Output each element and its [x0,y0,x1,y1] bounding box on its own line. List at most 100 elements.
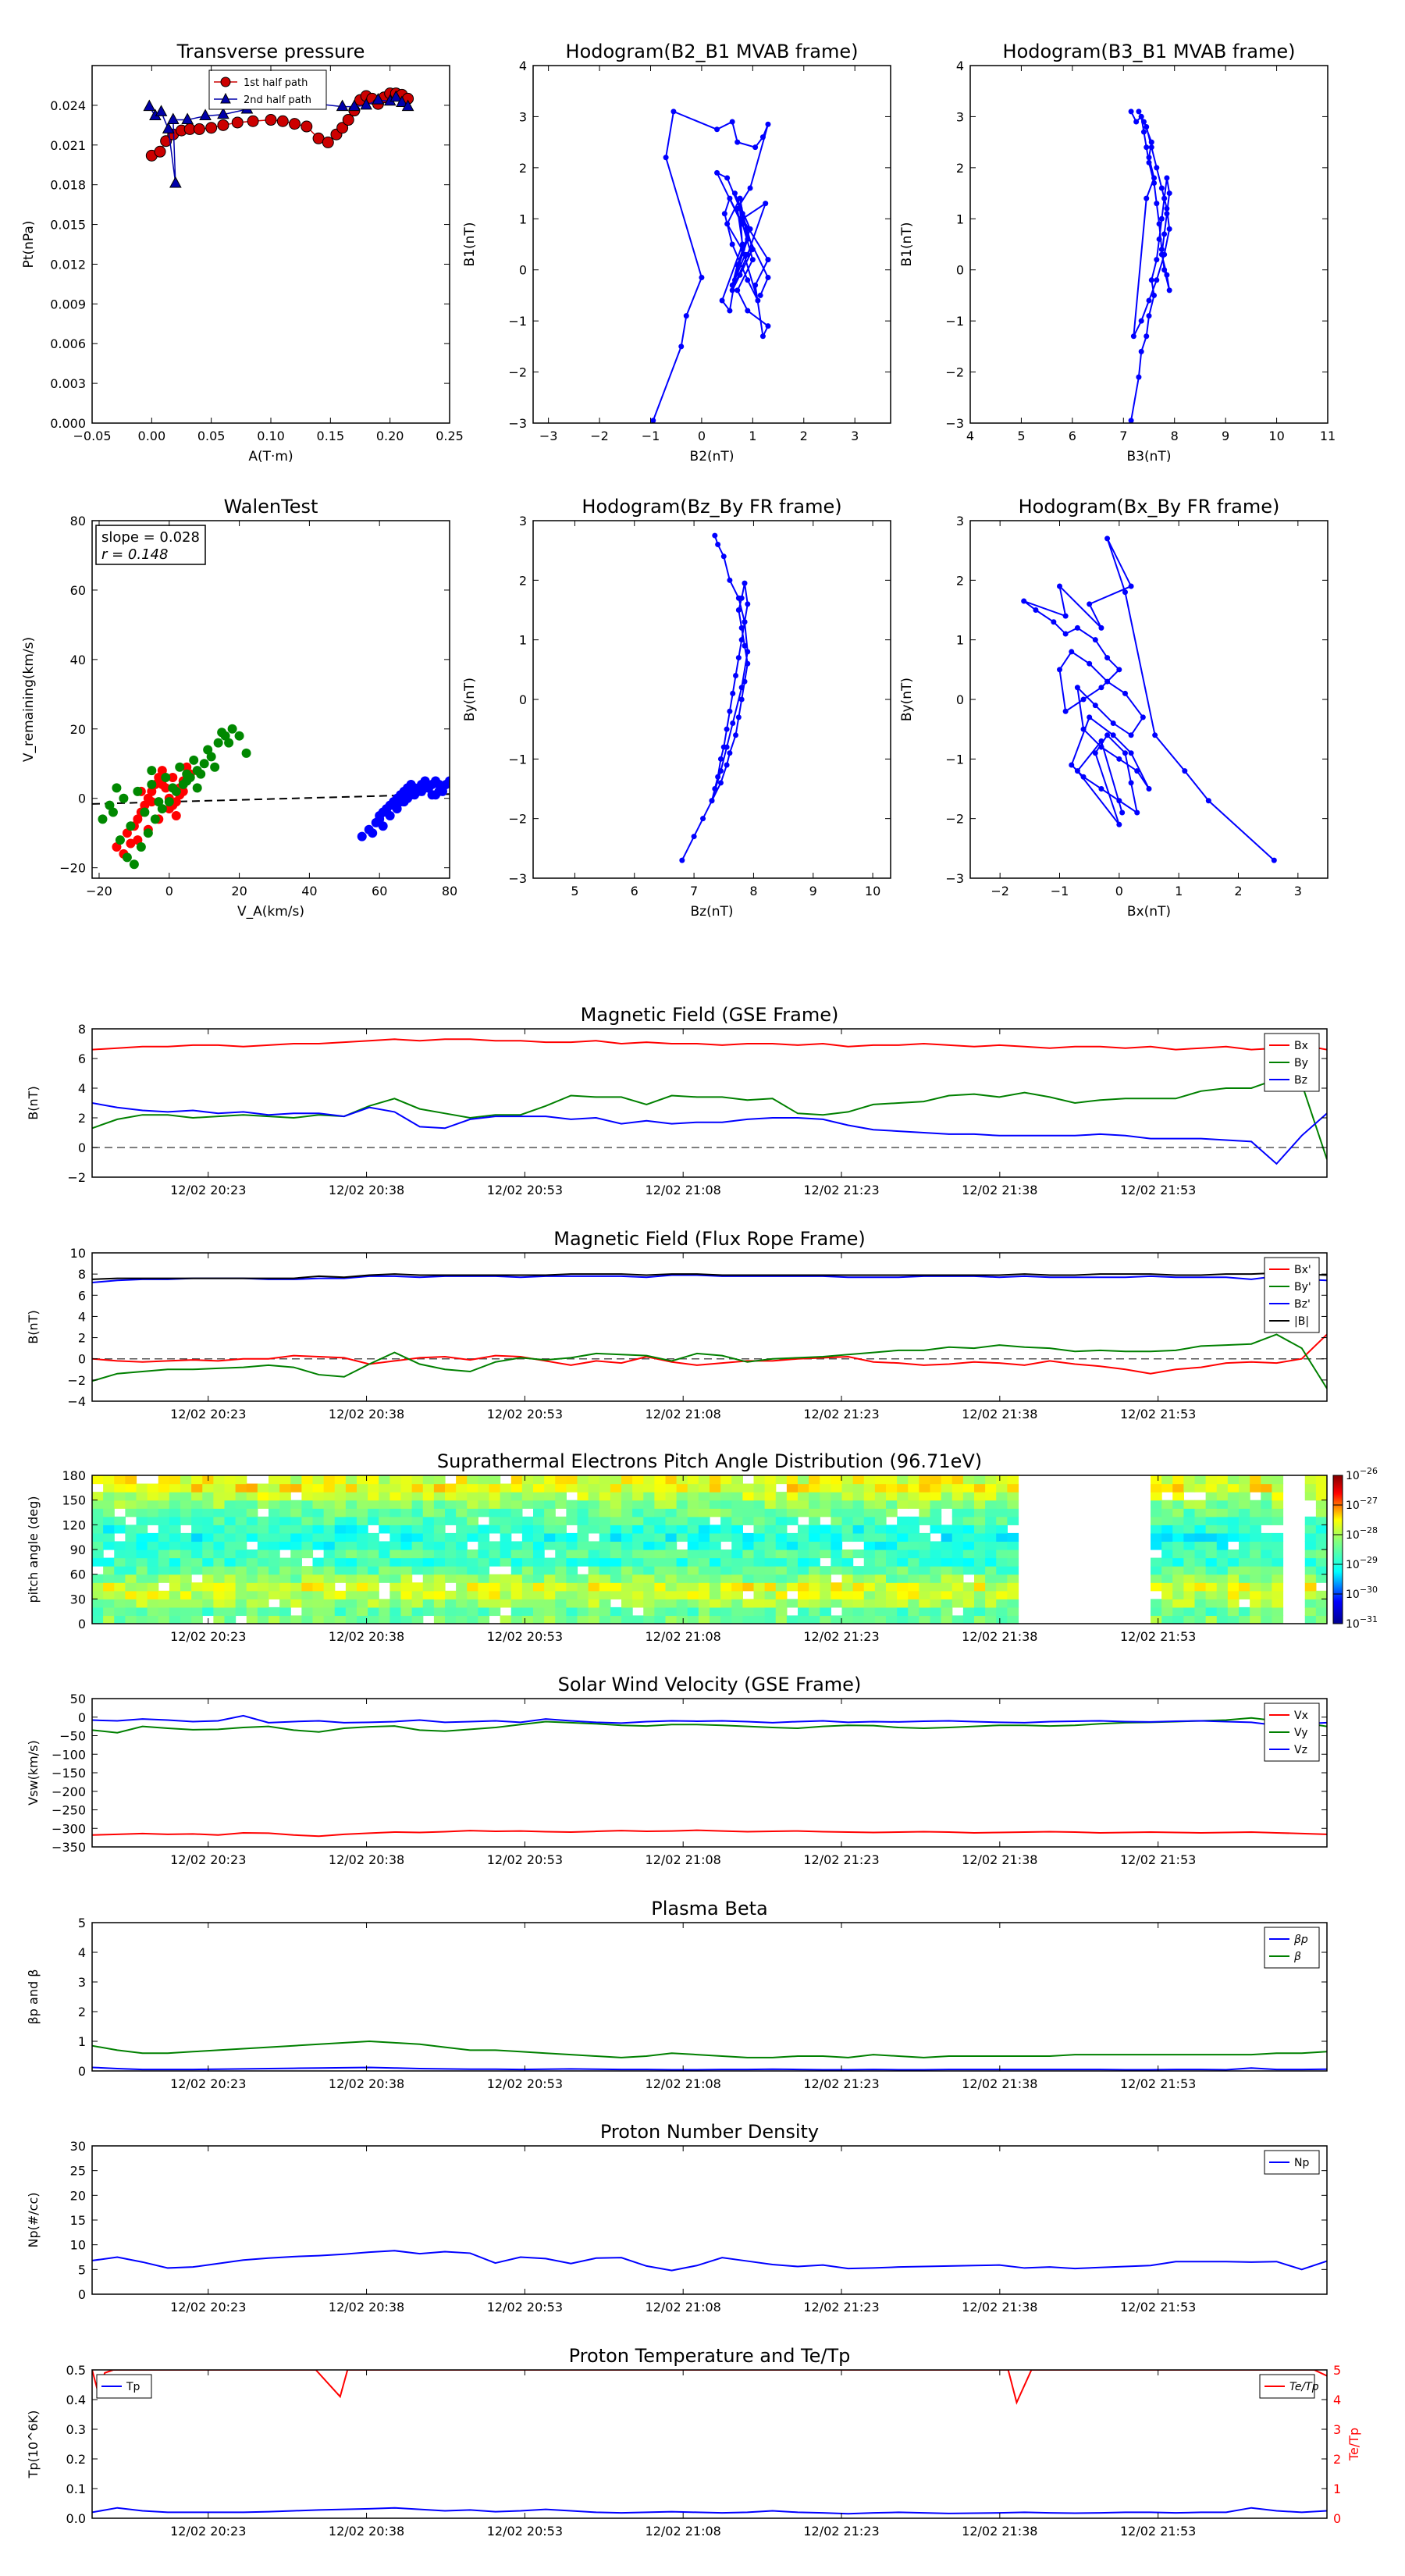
pad-cell [180,1582,192,1592]
pad-cell [422,1566,435,1575]
pad-cell [974,1541,986,1550]
y-tick-label-right: 3 [1333,2422,1341,2437]
pad-cell [125,1582,137,1592]
hodogram-point [1148,277,1154,283]
y-tick-label: 4 [78,1081,86,1096]
pad-cell [951,1574,964,1583]
pad-cell [874,1508,887,1517]
pad-cell [235,1516,247,1525]
pad-cell [235,1492,247,1501]
pad-cell [1183,1525,1196,1534]
pad-cell [169,1590,181,1599]
pad-cell [566,1508,578,1517]
hodogram-point [1080,774,1087,780]
pad-cell [1216,1532,1229,1542]
pad-cell [312,1590,325,1599]
y-tick-label: −4 [67,1394,86,1409]
pad-cell [510,1606,523,1617]
hodogram-point [1151,175,1158,181]
pad-cell [676,1516,688,1525]
walen-point-x [182,762,192,772]
pad-cell [269,1475,280,1485]
pad-cell [919,1492,931,1501]
hodogram-point [757,292,763,298]
pad-cell [510,1557,523,1567]
y-axis-label: Pt(nPa) [21,221,37,269]
walen-point-y [122,852,132,863]
plot-area [92,2250,1327,2272]
pad-cell [92,1606,104,1617]
pad-cell [433,1566,446,1575]
pad-cell [180,1516,192,1525]
walen-point-y [136,841,146,852]
x-tick-label: 8 [1171,429,1179,443]
pad-cell [1205,1557,1218,1567]
pad-cell [202,1508,214,1517]
pad-cell [301,1475,314,1485]
walen-point-x [126,838,136,849]
y-tick-label-right: 5 [1333,2363,1341,2378]
pad-cell [555,1492,567,1501]
pad-cell [489,1590,501,1599]
x-tick-label: 12/02 21:53 [1120,1629,1196,1644]
pad-cell [136,1566,148,1575]
hodogram-point [1146,786,1152,792]
pad-cell [687,1508,699,1517]
pad-cell [1194,1590,1207,1599]
pad-cell [478,1606,490,1617]
pad-cell [1007,1582,1019,1592]
pad-cell [941,1557,953,1567]
pad-cell [698,1475,710,1485]
pad-cell [820,1574,831,1583]
pad-cell [323,1483,336,1493]
pad-cell [533,1492,545,1501]
pad-cell [489,1550,501,1559]
pad-cell [919,1574,931,1583]
pad-cell [103,1615,115,1624]
pad-cell [654,1566,667,1575]
pad-cell [687,1532,699,1542]
legend-label: Vx [1294,1710,1308,1722]
data-point-first-half [342,114,354,126]
pad-cell [1205,1508,1218,1517]
pad-cell [1007,1516,1019,1525]
pad-cell [643,1582,655,1592]
pad-cell [114,1599,126,1608]
pad-cell [379,1516,390,1525]
hodogram-point [759,333,766,340]
pad-cell [269,1500,280,1509]
hodogram-point [745,236,751,242]
pad-cell [974,1508,986,1517]
pad-cell [764,1500,777,1509]
data-point-second-half [199,109,212,120]
x-tick-label: 12/02 21:38 [962,2300,1037,2314]
hodogram-point [1110,732,1116,738]
pad-cell [908,1483,919,1493]
pad-cell [456,1566,468,1575]
pad-cell [224,1525,237,1534]
pad-cell [169,1606,181,1617]
pad-cell [389,1590,402,1599]
pad-cell [786,1475,799,1485]
pad-cell [566,1500,578,1509]
pad-cell [1239,1475,1250,1485]
hodogram-point [727,308,733,314]
pad-cell [389,1574,402,1583]
pad-cell [820,1566,831,1575]
x-tick-label: 12/02 20:38 [329,1183,404,1197]
y-tick-label: 30 [70,2139,86,2154]
pad-cell [114,1557,126,1567]
pad-cell [1216,1557,1229,1567]
hodogram-point [1021,598,1027,604]
data-point-first-half [276,115,289,127]
hodogram-point [738,624,745,631]
pad-cell [357,1541,368,1550]
pad-cell [1216,1516,1229,1525]
pad-cell [323,1516,336,1525]
pad-cell [753,1599,766,1608]
pad-cell [1183,1475,1196,1485]
pad-cell [357,1582,368,1592]
pad-cell [246,1590,258,1599]
pad-cell [500,1525,512,1534]
colorbar [1332,1475,1343,1624]
